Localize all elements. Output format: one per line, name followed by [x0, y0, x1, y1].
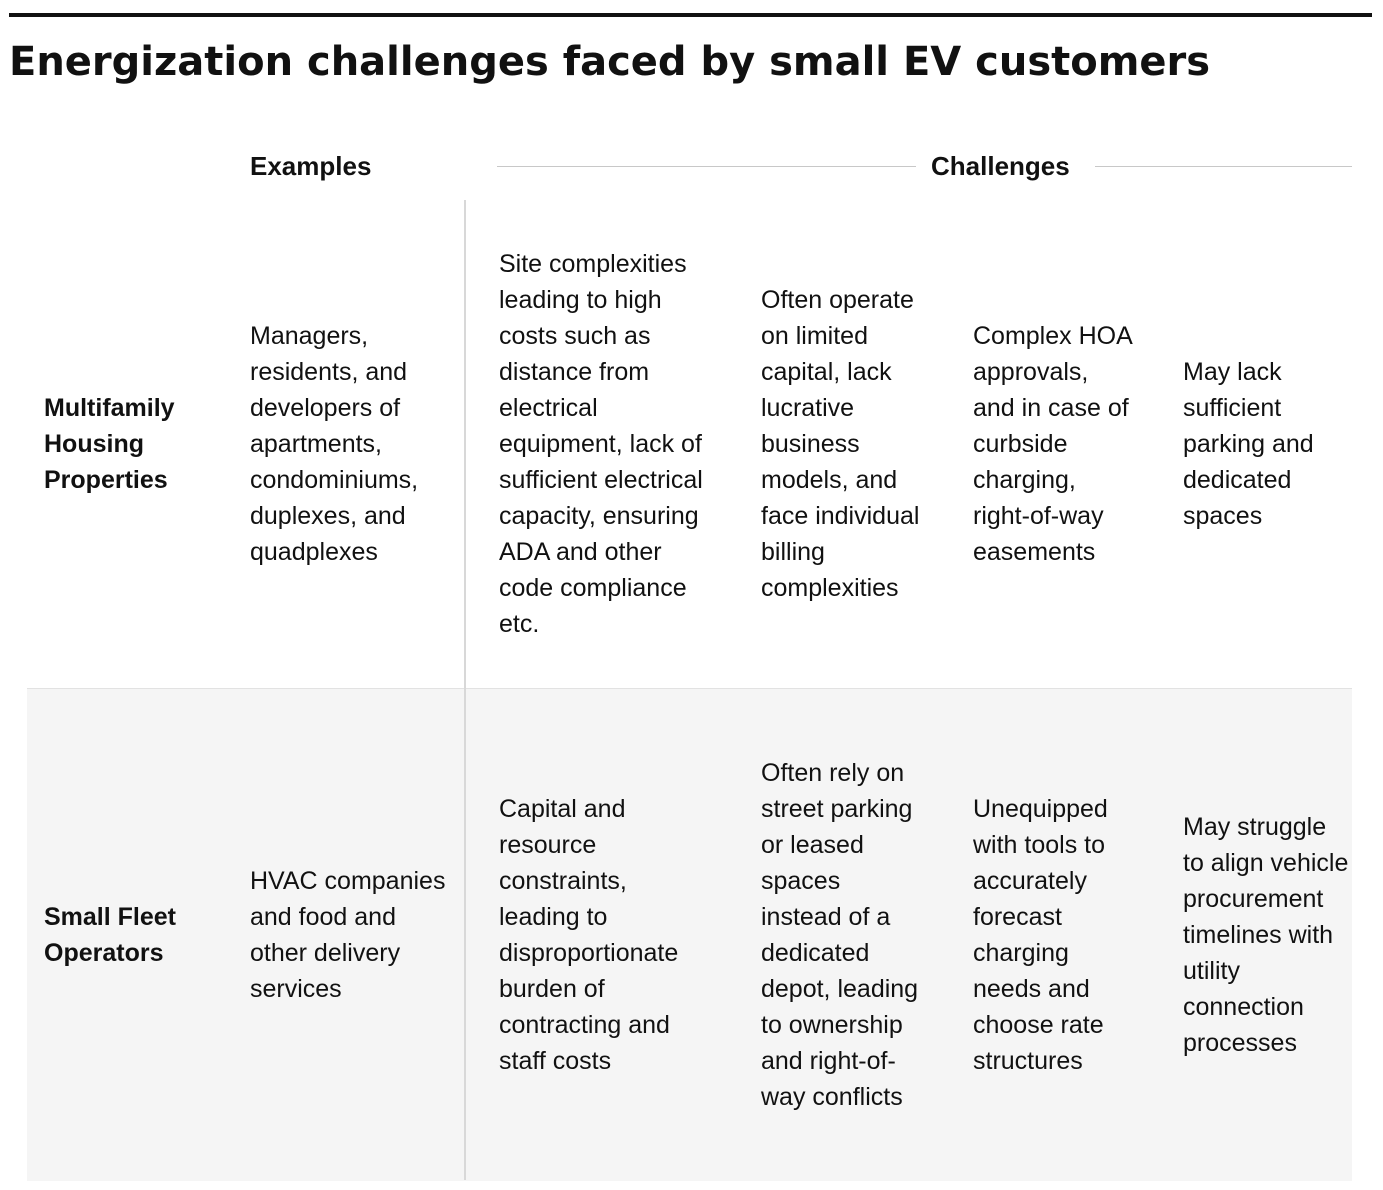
- top-rule: [9, 13, 1372, 17]
- column-divider: [464, 200, 466, 1180]
- row-label-small-fleet: Small Fleet Operators: [44, 903, 176, 967]
- page-title: Energization challenges faced by small E…: [9, 39, 1211, 85]
- challenge-cell-small-fleet-1: Capital and resource constraints, leadin…: [499, 795, 679, 1075]
- row-label-multifamily: Multifamily Housing Properties: [44, 394, 175, 494]
- examples-header: Examples: [250, 151, 372, 181]
- challenges-header: Challenges: [931, 151, 1070, 181]
- challenge-cell-multifamily-4: May lack sufficient parking and dedicate…: [1183, 358, 1314, 530]
- challenge-cell-small-fleet-4: May struggle to align vehicle procuremen…: [1183, 813, 1349, 1057]
- example-cell-small-fleet: HVAC companies and food and other delive…: [250, 867, 446, 1003]
- row-separator: [27, 688, 1352, 689]
- challenges-header-rule-right: [1095, 166, 1352, 167]
- challenges-header-group: Challenges: [497, 148, 1352, 184]
- example-cell-multifamily: Managers, residents, and developers of a…: [250, 322, 419, 566]
- challenge-cell-small-fleet-2: Often rely on street parking or leased s…: [761, 759, 919, 1111]
- challenge-cell-multifamily-2: Often operate on limited capital, lack l…: [761, 286, 920, 602]
- challenge-cell-multifamily-1: Site complexities leading to high costs …: [499, 250, 703, 638]
- challenge-cell-small-fleet-3: Unequipped with tools to accurately fore…: [973, 795, 1108, 1075]
- row-background-small-fleet: [27, 689, 1352, 1181]
- challenges-header-rule-left: [497, 166, 916, 167]
- challenge-cell-multifamily-3: Complex HOA approvals, and in case of cu…: [973, 322, 1132, 566]
